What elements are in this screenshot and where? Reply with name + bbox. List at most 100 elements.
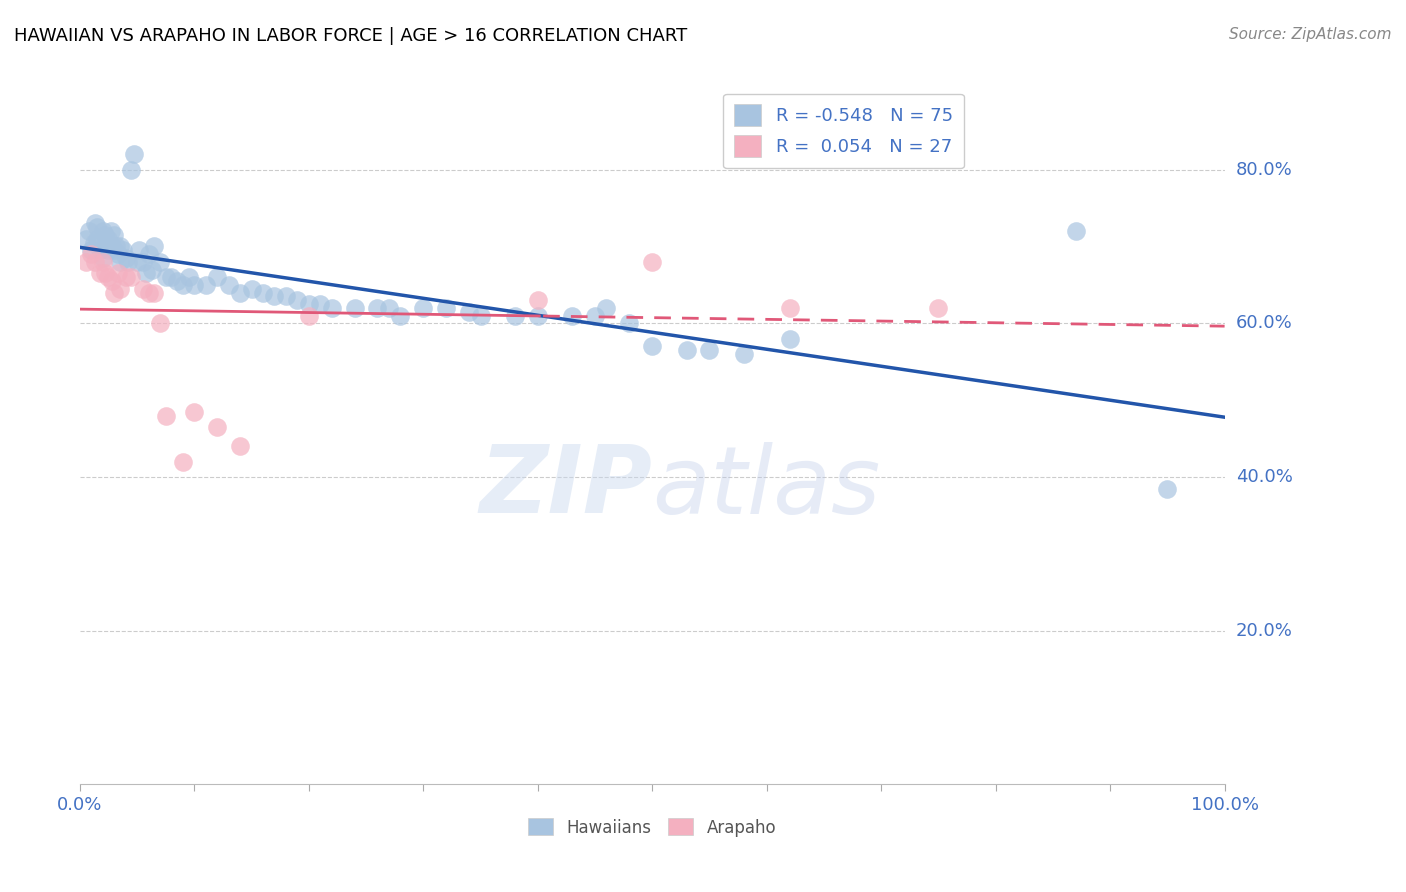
Point xyxy=(89,235,111,250)
Point xyxy=(526,293,548,308)
Point xyxy=(470,309,492,323)
Text: 60.0%: 60.0% xyxy=(1236,314,1292,333)
Point xyxy=(779,332,801,346)
Point xyxy=(1064,224,1087,238)
Point xyxy=(172,455,194,469)
Point xyxy=(97,232,120,246)
Point xyxy=(103,285,125,300)
Point xyxy=(160,270,183,285)
Point xyxy=(141,262,163,277)
Text: 40.0%: 40.0% xyxy=(1236,468,1292,486)
Point xyxy=(114,270,136,285)
Point xyxy=(107,266,129,280)
Point xyxy=(138,247,160,261)
Text: 20.0%: 20.0% xyxy=(1236,622,1292,640)
Point xyxy=(86,232,108,246)
Point xyxy=(503,309,526,323)
Point xyxy=(378,301,401,315)
Point xyxy=(97,270,120,285)
Point xyxy=(675,343,697,358)
Point xyxy=(434,301,457,315)
Point xyxy=(298,309,321,323)
Point xyxy=(108,239,131,253)
Point xyxy=(103,244,125,258)
Point xyxy=(83,255,105,269)
Point xyxy=(389,309,412,323)
Text: Source: ZipAtlas.com: Source: ZipAtlas.com xyxy=(1229,27,1392,42)
Point xyxy=(149,255,172,269)
Point xyxy=(183,277,205,292)
Point xyxy=(80,247,103,261)
Point xyxy=(641,255,664,269)
Point xyxy=(127,255,149,269)
Text: HAWAIIAN VS ARAPAHO IN LABOR FORCE | AGE > 16 CORRELATION CHART: HAWAIIAN VS ARAPAHO IN LABOR FORCE | AGE… xyxy=(14,27,688,45)
Point xyxy=(240,282,263,296)
Point xyxy=(412,301,434,315)
Point xyxy=(155,409,177,423)
Point xyxy=(101,239,124,253)
Point xyxy=(309,297,332,311)
Point xyxy=(75,255,97,269)
Point xyxy=(114,251,136,265)
Point xyxy=(526,309,548,323)
Legend: Hawaiians, Arapaho: Hawaiians, Arapaho xyxy=(522,812,783,843)
Point xyxy=(641,339,664,353)
Point xyxy=(77,224,100,238)
Point xyxy=(83,216,105,230)
Point xyxy=(366,301,388,315)
Point xyxy=(103,227,125,242)
Point xyxy=(128,244,150,258)
Point xyxy=(107,247,129,261)
Point xyxy=(177,270,200,285)
Point xyxy=(595,301,617,315)
Point xyxy=(132,282,155,296)
Point xyxy=(112,244,135,258)
Point xyxy=(91,255,114,269)
Point xyxy=(122,147,145,161)
Point xyxy=(285,293,308,308)
Point xyxy=(155,270,177,285)
Point xyxy=(252,285,274,300)
Point xyxy=(183,405,205,419)
Point xyxy=(619,316,641,330)
Point xyxy=(149,316,172,330)
Point xyxy=(108,282,131,296)
Point xyxy=(132,255,155,269)
Text: atlas: atlas xyxy=(652,442,880,533)
Point xyxy=(117,255,139,269)
Point xyxy=(229,285,252,300)
Point xyxy=(96,239,118,253)
Point xyxy=(583,309,606,323)
Point xyxy=(561,309,583,323)
Point xyxy=(105,239,128,253)
Point xyxy=(86,220,108,235)
Point xyxy=(779,301,801,315)
Point xyxy=(927,301,949,315)
Point xyxy=(143,239,166,253)
Point xyxy=(1156,482,1178,496)
Point xyxy=(80,244,103,258)
Point xyxy=(138,285,160,300)
Point xyxy=(172,277,194,292)
Point xyxy=(143,285,166,300)
Point xyxy=(83,235,105,250)
Text: 80.0%: 80.0% xyxy=(1236,161,1292,178)
Point xyxy=(91,224,114,238)
Point xyxy=(120,270,142,285)
Point xyxy=(343,301,366,315)
Point xyxy=(321,301,343,315)
Point xyxy=(101,274,124,288)
Point xyxy=(108,255,131,269)
Point xyxy=(218,277,240,292)
Point xyxy=(89,266,111,280)
Point xyxy=(91,251,114,265)
Point xyxy=(207,420,229,434)
Point xyxy=(75,232,97,246)
Point xyxy=(458,305,481,319)
Point xyxy=(89,244,111,258)
Point xyxy=(94,227,117,242)
Point xyxy=(699,343,721,358)
Point xyxy=(135,266,157,280)
Point xyxy=(100,224,122,238)
Point xyxy=(274,289,297,303)
